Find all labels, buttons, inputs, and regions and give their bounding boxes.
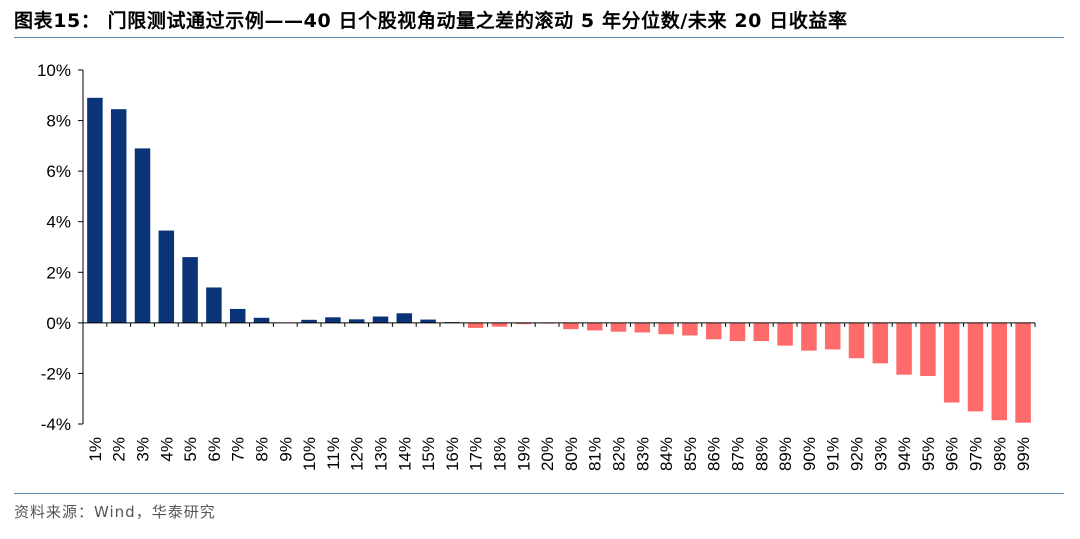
bar-96% <box>943 322 960 403</box>
x-tick-label: 91% <box>824 437 843 471</box>
x-tick-label: 11% <box>324 437 343 470</box>
x-tick-label: 89% <box>776 437 795 471</box>
bar-83% <box>634 322 651 333</box>
bar-85% <box>682 322 698 336</box>
bar-6% <box>206 287 222 323</box>
x-tick-label: 6% <box>205 437 224 462</box>
x-axis: 1% 2% 3% 4% 5% 6% 7% 8% 9% 10% 11% 12% 13% 14% 15% 16% 1… <box>82 322 1036 471</box>
bar-15% <box>420 319 436 323</box>
x-tick-label: 12% <box>348 437 367 471</box>
bar-13% <box>372 316 389 323</box>
y-axis: 10% 8% 6% 4% 2% 0% -2% -4% <box>37 61 84 434</box>
bar-5% <box>182 257 198 323</box>
chart-title: 图表15： 门限测试通过示例——40 日个股视角动量之差的滚动 5 年分位数/未… <box>14 10 848 32</box>
bar-92% <box>848 322 865 359</box>
bar-87% <box>729 322 746 342</box>
x-tick-label: 16% <box>443 437 462 471</box>
bar-3% <box>134 148 151 323</box>
source-note: 资料来源：Wind，华泰研究 <box>14 503 216 521</box>
bar-series <box>87 97 1031 423</box>
footer-divider <box>14 493 1064 494</box>
x-tick-label: 88% <box>752 437 771 471</box>
x-tick-label: 94% <box>895 437 914 471</box>
x-tick-label: 82% <box>610 437 629 471</box>
x-tick-label: 84% <box>657 437 676 471</box>
y-tick-label: 10% <box>37 61 71 80</box>
bar-86% <box>705 322 722 340</box>
bar-19% <box>515 322 532 325</box>
bar-2% <box>110 109 127 323</box>
x-tick-label: 90% <box>800 437 819 471</box>
y-tick-label: 0% <box>46 314 71 333</box>
x-tick-label: 8% <box>253 437 272 462</box>
x-tick-label: 83% <box>633 437 652 471</box>
x-tick-label: 10% <box>300 437 319 471</box>
x-tick-label: 4% <box>157 437 176 462</box>
x-tick-label: 80% <box>562 437 581 471</box>
bar-17% <box>467 322 484 328</box>
bar-81% <box>586 322 603 331</box>
bar-97% <box>967 322 984 412</box>
x-tick-label: 18% <box>491 437 510 471</box>
bar-18% <box>491 322 508 327</box>
x-tick-label: 14% <box>395 437 414 471</box>
bar-93% <box>872 322 889 364</box>
bar-90% <box>801 322 817 351</box>
x-tick-label: 3% <box>134 437 153 462</box>
y-tick-label: 4% <box>46 213 71 232</box>
bar-99% <box>1015 322 1031 423</box>
bar-94% <box>896 322 912 375</box>
x-tick-label: 7% <box>229 437 248 462</box>
x-tick-label: 20% <box>538 437 557 471</box>
x-tick-label: 1% <box>86 437 105 462</box>
y-tick-label: 8% <box>46 112 71 131</box>
x-tick-label: 98% <box>990 437 1009 471</box>
x-tick-label: 9% <box>276 437 295 462</box>
x-tick-label: 97% <box>967 437 986 471</box>
bar-98% <box>991 322 1008 421</box>
x-tick-label: 96% <box>943 437 962 471</box>
bar-10% <box>301 319 317 323</box>
title-divider <box>14 37 1064 38</box>
x-tick-label: 87% <box>729 437 748 471</box>
x-tick-label: 15% <box>419 437 438 471</box>
bar-7% <box>229 308 246 323</box>
bar-1% <box>87 97 103 323</box>
x-tick-label: 85% <box>681 437 700 471</box>
x-tick-label: 81% <box>586 437 605 471</box>
y-tick-label: 2% <box>46 263 71 282</box>
bar-12% <box>348 319 365 323</box>
x-tick-label: 92% <box>848 437 867 471</box>
x-tick-label: 95% <box>919 437 938 471</box>
x-tick-label: 99% <box>1014 437 1033 471</box>
x-tick-label: 86% <box>705 437 724 471</box>
x-tick-label: 19% <box>514 437 533 471</box>
y-tick-label: -2% <box>41 364 71 383</box>
bar-14% <box>396 313 413 323</box>
bar-84% <box>658 322 674 335</box>
y-tick-label: -4% <box>41 415 71 434</box>
bar-4% <box>158 230 175 323</box>
bar-11% <box>325 317 341 323</box>
bar-95% <box>920 322 936 376</box>
x-tick-label: 17% <box>467 437 486 471</box>
bar-88% <box>753 322 770 342</box>
y-tick-label: 6% <box>46 162 71 181</box>
x-tick-label: 5% <box>181 437 200 462</box>
x-tick-label: 13% <box>372 437 391 471</box>
bar-91% <box>824 322 841 350</box>
x-tick-label: 93% <box>871 437 890 471</box>
bar-80% <box>563 322 579 330</box>
bar-89% <box>777 322 793 346</box>
bar-82% <box>610 322 627 332</box>
bar-8% <box>253 317 270 323</box>
x-tick-label: 2% <box>110 437 129 462</box>
